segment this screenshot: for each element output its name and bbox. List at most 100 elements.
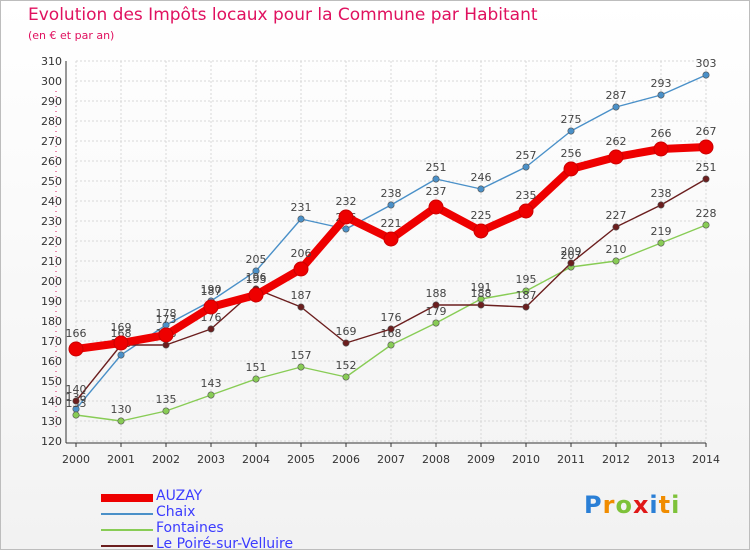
data-point [518,203,534,219]
data-point [72,411,80,419]
grid [75,60,707,442]
y-tick-label: 240 [41,195,62,208]
data-point [207,325,215,333]
data-point [608,149,624,165]
data-label: 275 [561,113,582,126]
data-label: 209 [561,245,582,258]
data-point [338,209,354,225]
x-tick-label: 2005 [287,453,315,466]
data-label: 251 [426,161,447,174]
data-point [432,301,440,309]
data-label: 205 [246,253,267,266]
data-point [432,319,440,327]
data-point [522,163,530,171]
y-tick-label: 260 [41,155,62,168]
y-tick-label: 120 [41,435,62,448]
data-point [387,341,395,349]
data-point [567,259,575,267]
y-tick-label: 270 [41,135,62,148]
y-tick-label: 220 [41,235,62,248]
data-point [342,339,350,347]
data-label: 168 [111,327,132,340]
data-point [297,363,305,371]
chart-title: Evolution des Impôts locaux pour la Comm… [28,5,538,25]
data-point [563,161,579,177]
data-point [293,261,309,277]
legend-swatch [101,513,153,515]
data-label: 251 [696,161,717,174]
y-tick-label: 200 [41,275,62,288]
data-label: 266 [651,127,672,140]
x-tick-label: 2006 [332,453,360,466]
legend-label: AUZAY [156,488,203,504]
logo-letter: o [615,491,633,519]
data-label: 188 [471,287,492,300]
data-label: 195 [516,273,537,286]
x-tick-label: 2003 [197,453,225,466]
data-label: 232 [336,195,357,208]
data-point [612,257,620,265]
x-tick-label: 2009 [467,453,495,466]
data-point [657,239,665,247]
logo-letter: x [632,491,650,519]
data-label: 135 [156,393,177,406]
data-label: 191 [471,281,492,294]
data-point [113,335,129,351]
data-point [522,287,530,295]
data-label: 187 [201,285,222,298]
data-point [117,351,125,359]
data-point [252,375,260,383]
data-label: 187 [291,289,312,302]
logo-letter: i [671,491,681,519]
data-point [162,407,170,415]
y-tick-label: 300 [41,75,62,88]
data-point [612,103,620,111]
data-label: 262 [606,135,627,148]
data-label: 256 [561,147,582,160]
data-label: 228 [696,207,717,220]
data-point [432,175,440,183]
data-label: 246 [471,171,492,184]
x-tick-label: 2001 [107,453,135,466]
data-point [477,185,485,193]
data-label: 210 [606,243,627,256]
y-tick-label: 230 [41,215,62,228]
logo-letter: P [584,491,603,519]
data-point [342,373,350,381]
data-label: 169 [336,325,357,338]
data-label: 227 [606,209,627,222]
x-tick-label: 2002 [152,453,180,466]
legend-label: Chaix [156,504,196,520]
data-label: 238 [381,187,402,200]
data-label: 188 [426,287,447,300]
x-tick-label: 2011 [557,453,585,466]
data-label: 187 [516,289,537,302]
data-point [612,223,620,231]
data-point [297,303,305,311]
y-tick-label: 250 [41,175,62,188]
legend-swatch [101,545,153,547]
data-label: 206 [291,247,312,260]
data-label: 219 [651,225,672,238]
data-label: 237 [426,185,447,198]
y-tick-label: 210 [41,255,62,268]
data-label: 178 [156,307,177,320]
x-tick-label: 2012 [602,453,630,466]
data-label: 169 [111,321,132,334]
data-point [383,231,399,247]
data-point [702,71,710,79]
data-point [657,91,665,99]
data-point [72,397,80,405]
data-label: 151 [246,361,267,374]
legend-swatch [101,529,153,531]
series-le-poir-sur-velluire: 1401681681761961871691761881881872092272… [66,161,717,405]
data-point [698,139,714,155]
data-point [702,175,710,183]
data-label: 166 [66,327,87,340]
data-label: 157 [291,349,312,362]
data-label: 140 [66,383,87,396]
logo-letter: t [658,491,672,519]
data-label: 173 [156,313,177,326]
y-tick-label: 150 [41,375,62,388]
